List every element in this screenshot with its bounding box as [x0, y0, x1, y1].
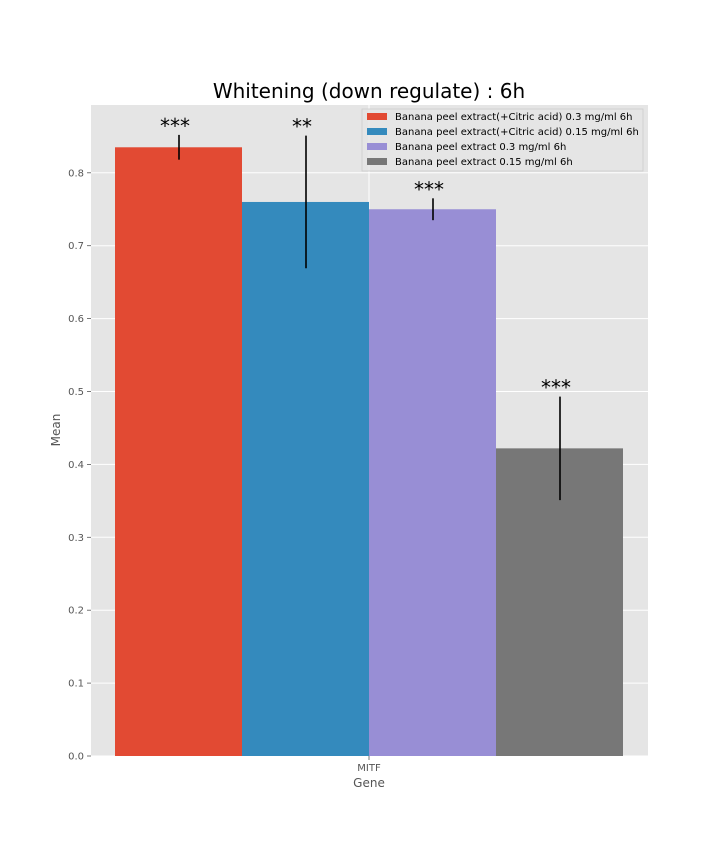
y-axis-label: Mean: [49, 414, 63, 447]
significance-label: ***: [414, 177, 444, 201]
x-tick-label: MITF: [357, 763, 381, 774]
y-axis-ticks: 0.0 0.1 0.2 0.3 0.4 0.5 0.6 0.7 0.8: [68, 168, 91, 763]
legend-swatch: [367, 113, 387, 120]
legend-swatch: [367, 143, 387, 150]
bar: [115, 147, 242, 756]
significance-label: ***: [541, 376, 571, 400]
x-axis-label: Gene: [353, 776, 385, 790]
significance-label: ***: [160, 114, 190, 138]
y-tick-label: 0.0: [68, 752, 84, 763]
legend-swatch: [367, 158, 387, 165]
bars: [115, 147, 623, 756]
y-tick-label: 0.6: [68, 314, 84, 325]
significance-labels: *** ********: [160, 114, 571, 400]
legend: Banana peel extract(+Citric acid) 0.3 mg…: [361, 108, 644, 172]
y-tick-label: 0.4: [68, 460, 84, 471]
y-tick-label: 0.1: [68, 679, 84, 690]
y-tick-label: 0.7: [68, 241, 84, 252]
y-tick-label: 0.2: [68, 606, 84, 617]
error-bars: [178, 134, 561, 501]
x-axis-ticks: MITF: [357, 756, 381, 774]
y-tick-label: 0.8: [68, 168, 84, 179]
y-tick-label: 0.3: [68, 533, 84, 544]
legend-swatch: [367, 128, 387, 135]
legend-label: Banana peel extract(+Citric acid) 0.3 mg…: [395, 112, 632, 123]
bar: [242, 201, 369, 756]
legend-label: Banana peel extract(+Citric acid) 0.15 m…: [395, 127, 639, 138]
chart-title: Whitening (down regulate) : 6h: [213, 79, 525, 103]
significance-label: **: [292, 115, 312, 139]
legend-label: Banana peel extract 0.3 mg/ml 6h: [395, 142, 566, 153]
legend-box: [361, 108, 644, 172]
legend-label: Banana peel extract 0.15 mg/ml 6h: [395, 157, 573, 168]
y-tick-label: 0.5: [68, 387, 84, 398]
bar: [369, 209, 496, 756]
